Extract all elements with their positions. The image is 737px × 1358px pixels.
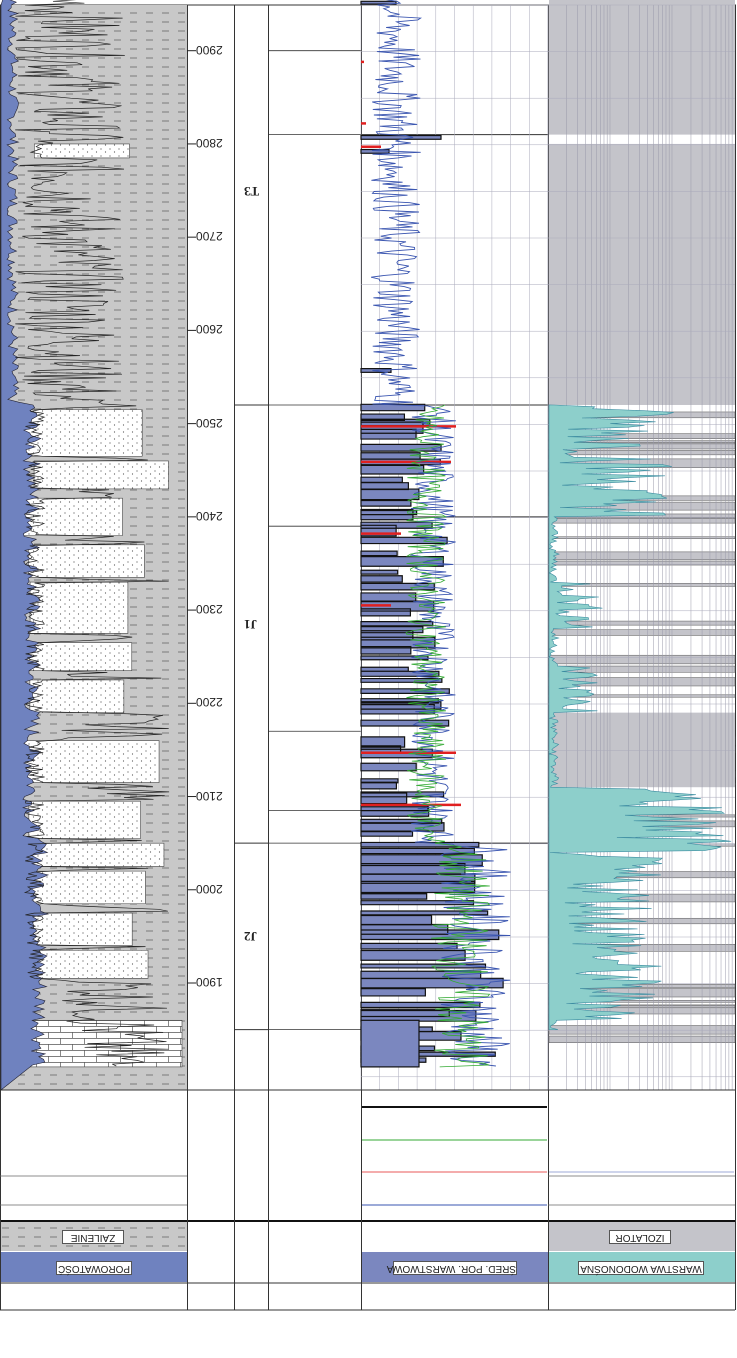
depth-label-2100: 2100 xyxy=(196,788,223,803)
depth-label-2400: 2400 xyxy=(196,508,223,523)
limestone-body xyxy=(23,1019,183,1068)
porosity-curve-blue xyxy=(370,0,511,1067)
sand-bodies xyxy=(20,143,169,979)
avg-porosity-bar-t3-3 xyxy=(360,0,397,5)
insulator-stripes xyxy=(548,411,736,1043)
legend-clay: ZAILENIE xyxy=(62,1230,124,1244)
depth-label-2700: 2700 xyxy=(196,229,223,244)
avg-porosity-bars xyxy=(360,403,504,1063)
depth-label-1900: 1900 xyxy=(196,975,223,989)
legend-porosity: POROWATOŚĆ xyxy=(56,1261,132,1275)
water-layer-fill xyxy=(548,404,732,1030)
legend-avg-porosity: ŚRED. POR. WARSTWOWA xyxy=(386,1261,517,1275)
avg-porosity-bar-t3-2 xyxy=(360,134,442,140)
depth-label-2600: 2600 xyxy=(196,322,223,337)
depth-label-2500: 2500 xyxy=(196,415,223,430)
depth-label-2000: 2000 xyxy=(196,881,223,896)
legend-water-layer: WARSTWA WODONOŚNA xyxy=(578,1261,704,1275)
insulator-t3 xyxy=(549,143,735,405)
avg-porosity-base xyxy=(360,1019,420,1068)
zone-label-j1: J1 xyxy=(244,617,257,633)
insulator-top xyxy=(549,0,735,135)
depth-label-2800: 2800 xyxy=(196,135,223,150)
insulator-band xyxy=(549,712,735,788)
clay-curve xyxy=(15,0,170,1067)
track-frame-3 xyxy=(268,4,362,1091)
track-frame-1 xyxy=(187,4,235,1091)
depth-label-2900: 2900 xyxy=(196,42,223,57)
depth-label-2200: 2200 xyxy=(196,695,223,710)
porosity-curve-green xyxy=(405,404,491,1068)
legend-insulator: IZOLATOR xyxy=(609,1230,671,1244)
depth-label-2300: 2300 xyxy=(196,602,223,617)
zone-label-t3: T3 xyxy=(244,183,260,199)
porosity-fill xyxy=(0,0,50,1091)
zone-label-j2: J2 xyxy=(244,929,257,945)
